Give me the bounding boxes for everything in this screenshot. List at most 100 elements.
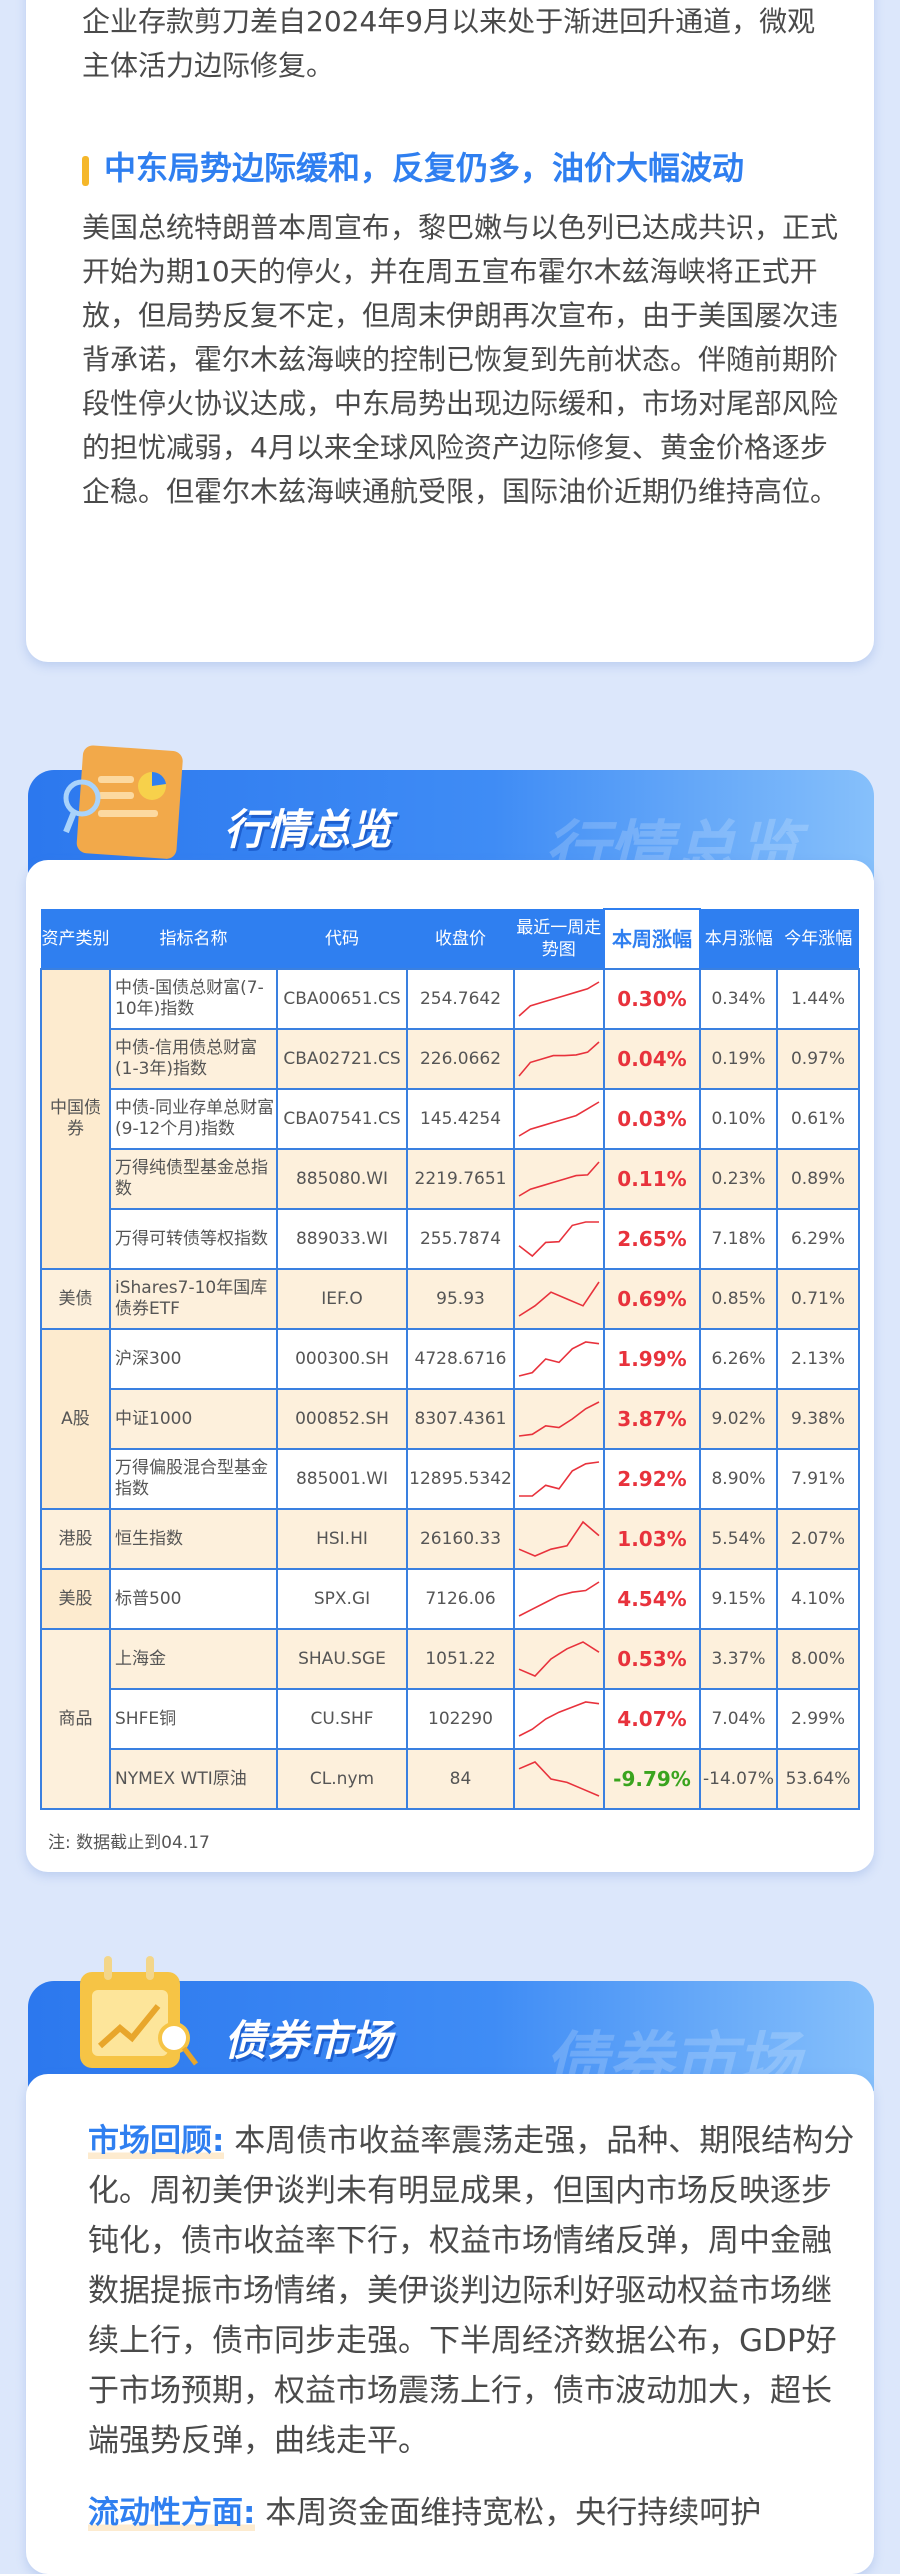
- weekly-change: 0.11%: [603, 1148, 701, 1210]
- table-row: 万得可转债等权指数 889033.WI 255.7874 2.65% 7.18% 6.29…: [41, 1208, 860, 1270]
- sparkline-path: [518, 1041, 600, 1077]
- macro-card: 企业存款剪刀差自2024年9月以来处于渐进回升通道，微观主体活力边际修复。 中东…: [26, 0, 874, 662]
- indicator-name: 恒生指数: [109, 1508, 278, 1570]
- close-price: 12895.5342: [406, 1448, 515, 1510]
- monthly-change: 0.34%: [699, 968, 778, 1030]
- table-row: SHFE铜 CU.SHF 102290 4.07% 7.04% 2.99%: [41, 1688, 860, 1750]
- weekly-trend-sparkline: [518, 1101, 600, 1137]
- weekly-change: -9.79%: [603, 1748, 701, 1810]
- table-row: 中国债券 中债-国债总财富(7-10年)指数 CBA00651.CS 254.7642…: [40, 968, 860, 1270]
- sparkline-cell: [513, 1568, 605, 1630]
- overview-title: 行情总览: [224, 805, 393, 854]
- indicator-name: iShares7-10年国库债券ETF: [109, 1268, 278, 1330]
- indicator-name: 沪深300: [109, 1328, 278, 1390]
- column-header: 本周涨幅: [603, 908, 701, 969]
- close-price: 2219.7651: [406, 1148, 515, 1210]
- monthly-change: 0.10%: [699, 1088, 778, 1150]
- weekly-trend-sparkline: [518, 1221, 599, 1258]
- indicator-name: 万得偏股混合型基金指数: [109, 1448, 278, 1510]
- ytd-change: 7.91%: [776, 1448, 860, 1510]
- market-overview-table: 资产类别 指标名称 代码 收盘价 最近一周走势图 本周涨幅 本月涨幅 今年涨幅 中国债券 中债-…: [40, 908, 860, 1810]
- liquidity-text: 本周资金面维持宽松，央行持续呵护: [265, 2495, 762, 2531]
- code: CL.nym: [276, 1748, 408, 1810]
- sparkline-path: [518, 981, 600, 1017]
- sparkline-path: [518, 1101, 600, 1137]
- sparkline-path: [518, 1701, 600, 1737]
- weekly-change: 2.65%: [603, 1208, 701, 1270]
- weekly-trend-sparkline: [518, 1520, 600, 1557]
- monthly-change: 0.23%: [699, 1148, 778, 1210]
- weekly-change: 1.99%: [603, 1328, 701, 1390]
- code: CBA07541.CS: [276, 1088, 408, 1150]
- close-price: 4728.6716: [406, 1328, 515, 1390]
- code: HSI.HI: [276, 1508, 408, 1570]
- table-row: 港股 恒生指数 HSI.HI 26160.33 1.03% 5.54% 2.07%: [40, 1508, 860, 1570]
- indicator-name: 中债-信用债总财富(1-3年)指数: [109, 1028, 278, 1090]
- table-row: 万得纯债型基金总指数 885080.WI 2219.7651 0.11% 0.23% 0.…: [41, 1148, 860, 1210]
- monthly-change: 9.02%: [699, 1388, 778, 1450]
- asset-category: 美债: [40, 1268, 111, 1330]
- sparkline-cell: [513, 1688, 605, 1750]
- close-price: 254.7642: [406, 968, 515, 1030]
- monthly-change: 9.15%: [699, 1568, 778, 1630]
- monthly-change: 8.90%: [699, 1448, 778, 1510]
- bond-title: 债券市场: [224, 2016, 393, 2065]
- sparkline-cell: [513, 1448, 605, 1510]
- sparkline-cell: [513, 968, 605, 1030]
- monthly-change: 7.04%: [699, 1688, 778, 1750]
- close-price: 95.93: [406, 1268, 515, 1330]
- sparkline-path: [518, 1641, 600, 1677]
- code: CBA00651.CS: [276, 968, 408, 1030]
- column-header: 本月涨幅: [699, 909, 777, 969]
- column-header: 指标名称: [109, 909, 277, 969]
- code: 889033.WI: [276, 1208, 408, 1270]
- weekly-change: 0.04%: [603, 1028, 701, 1090]
- sparkline-path: [518, 1520, 600, 1557]
- code: IEF.O: [276, 1268, 408, 1330]
- asset-category: A股: [40, 1328, 111, 1510]
- sparkline-path: [518, 1761, 600, 1797]
- table-header: 资产类别 指标名称 代码 收盘价 最近一周走势图 本周涨幅 本月涨幅 今年涨幅: [40, 908, 859, 969]
- ytd-change: 0.61%: [776, 1088, 860, 1150]
- market-review-text: 本周债市收益率震荡走强，品种、期限结构分化。周初美伊谈判未有明显成果，但国内市场…: [88, 2123, 855, 2459]
- monthly-change: 0.85%: [699, 1268, 778, 1330]
- section-heading: 中东局势边际缓和，反复仍多，油价大幅波动: [82, 146, 744, 190]
- code: SHAU.SGE: [276, 1628, 408, 1690]
- table-row: A股 沪深300 000300.SH 4728.6716 1.99% 6.26% 2.13%: [40, 1328, 860, 1510]
- table-row: 美债 iShares7-10年国库债券ETF IEF.O 95.93 0.69% 0.85…: [40, 1268, 860, 1330]
- sparkline-cell: [513, 1148, 605, 1210]
- close-price: 1051.22: [406, 1628, 515, 1690]
- ytd-change: 8.00%: [776, 1628, 860, 1690]
- liquidity-label: 流动性方面:: [88, 2495, 256, 2531]
- indicator-name: SHFE铜: [109, 1688, 278, 1750]
- table-row: 商品 上海金 SHAU.SGE 1051.22 0.53% 3.37% 8.00%: [40, 1628, 860, 1810]
- weekly-change: 0.53%: [603, 1628, 701, 1690]
- close-price: 26160.33: [406, 1508, 515, 1570]
- table-row: 美股 标普500 SPX.GI 7126.06 4.54% 9.15% 4.10%: [40, 1568, 860, 1630]
- sparkline-cell: [513, 1508, 605, 1570]
- column-header: 今年涨幅: [776, 909, 859, 969]
- heading-text: 中东局势边际缓和，反复仍多，油价大幅波动: [104, 149, 745, 187]
- code: 000300.SH: [276, 1328, 408, 1390]
- weekly-change: 4.54%: [603, 1568, 701, 1630]
- ytd-change: 53.64%: [776, 1748, 860, 1810]
- middle-east-paragraph: 美国总统特朗普本周宣布，黎巴嫩与以色列已达成共识，正式开始为期10天的停火，并在…: [82, 211, 839, 508]
- paragraph-tail: 企业存款剪刀差自2024年9月以来处于渐进回升通道，微观主体活力边际修复。: [82, 5, 816, 82]
- weekly-change: 0.03%: [603, 1088, 701, 1150]
- ytd-change: 2.99%: [776, 1688, 860, 1750]
- close-price: 8307.4361: [406, 1388, 515, 1450]
- sparkline-cell: [513, 1628, 605, 1690]
- weekly-change: 4.07%: [603, 1688, 701, 1750]
- table-row: NYMEX WTI原油 CL.nym 84 -9.79% -14.07% 53.64%: [41, 1748, 860, 1810]
- close-price: 102290: [406, 1688, 515, 1750]
- code: CU.SHF: [276, 1688, 408, 1750]
- sparkline-path: [518, 1341, 600, 1377]
- weekly-trend-sparkline: [518, 1401, 600, 1437]
- indicator-name: NYMEX WTI原油: [109, 1748, 278, 1810]
- close-price: 226.0662: [406, 1028, 515, 1090]
- weekly-trend-sparkline: [519, 1461, 600, 1497]
- monthly-change: 0.19%: [699, 1028, 778, 1090]
- sparkline-cell: [513, 1328, 605, 1390]
- column-header: 最近一周走势图: [513, 909, 604, 969]
- ytd-change: 4.10%: [776, 1568, 860, 1630]
